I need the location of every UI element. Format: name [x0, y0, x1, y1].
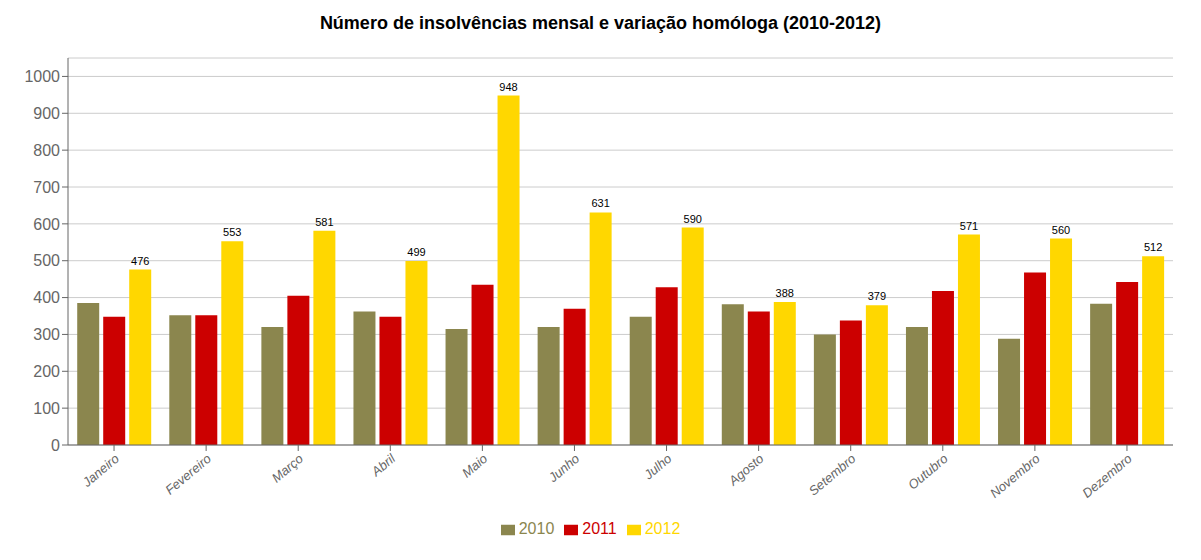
svg-text:Março: Março	[269, 451, 306, 486]
svg-text:Dezembro: Dezembro	[1079, 451, 1135, 501]
svg-text:800: 800	[33, 142, 60, 159]
svg-text:560: 560	[1052, 224, 1070, 236]
svg-text:Novembro: Novembro	[987, 451, 1043, 501]
svg-text:553: 553	[223, 226, 241, 238]
svg-text:Abril: Abril	[368, 450, 399, 480]
svg-text:571: 571	[960, 220, 978, 232]
svg-text:Junho: Junho	[545, 451, 583, 486]
svg-text:Setembro: Setembro	[806, 451, 859, 499]
svg-text:200: 200	[33, 363, 60, 380]
html-text:2010: 2010	[518, 520, 555, 537]
svg-text:590: 590	[684, 213, 702, 225]
svg-text:Agosto: Agosto	[725, 451, 766, 489]
svg-text:Julho: Julho	[640, 451, 674, 483]
svg-text:600: 600	[33, 216, 60, 233]
svg-text:700: 700	[33, 179, 60, 196]
html-text:Número de insolvências mensal: Número de insolvências mensal e variação…	[319, 13, 882, 33]
svg-text:Maio: Maio	[459, 451, 490, 481]
svg-text:Outubro: Outubro	[905, 451, 951, 493]
svg-text:388: 388	[776, 287, 794, 299]
svg-text:0: 0	[51, 437, 60, 454]
html-text:2012: 2012	[644, 520, 681, 537]
svg-text:1000: 1000	[24, 68, 60, 85]
svg-text:476: 476	[131, 255, 149, 267]
svg-text:Fevereiro: Fevereiro	[162, 451, 214, 498]
svg-text:100: 100	[33, 400, 60, 417]
html-text:2011: 2011	[582, 520, 617, 537]
svg-text:948: 948	[499, 81, 517, 93]
svg-text:500: 500	[33, 252, 60, 269]
svg-text:Janeiro: Janeiro	[79, 451, 122, 491]
svg-text:512: 512	[1144, 241, 1162, 253]
svg-text:300: 300	[33, 326, 60, 343]
svg-text:499: 499	[407, 246, 425, 258]
svg-text:379: 379	[868, 290, 886, 302]
svg-text:631: 631	[591, 197, 609, 209]
svg-text:900: 900	[33, 105, 60, 122]
svg-text:400: 400	[33, 289, 60, 306]
svg-text:581: 581	[315, 216, 333, 228]
